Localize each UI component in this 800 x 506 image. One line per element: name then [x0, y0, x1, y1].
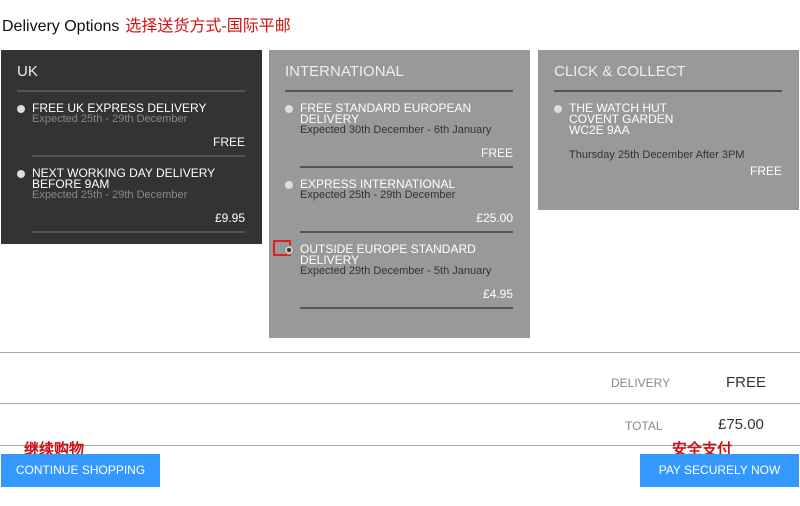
- delivery-option-selected[interactable]: OUTSIDE EUROPE STANDARD DELIVERY Expecte…: [273, 240, 513, 309]
- radio-button[interactable]: [17, 105, 25, 113]
- store-area: COVENT GARDEN: [569, 112, 674, 126]
- option-expected: Expected 25th - 29th December: [300, 189, 456, 201]
- option-price: FREE: [300, 146, 513, 168]
- page-title: Delivery Options 选择送货方式-国际平邮: [2, 12, 291, 36]
- option-name: FREE UK EXPRESS DELIVERY: [32, 101, 207, 115]
- delivery-label: DELIVERY: [611, 376, 671, 390]
- radio-button-selected[interactable]: [285, 246, 293, 254]
- store-postcode: WC2E 9AA: [569, 123, 630, 137]
- delivery-option[interactable]: FREE STANDARD EUROPEAN DELIVERY Expected…: [285, 101, 513, 168]
- option-expected: Expected 30th December - 6th January: [300, 124, 492, 136]
- divider: [0, 352, 800, 353]
- delivery-option[interactable]: FREE UK EXPRESS DELIVERY Expected 25th -…: [17, 101, 245, 157]
- option-price: £25.00: [300, 211, 513, 233]
- panel-title: INTERNATIONAL: [285, 50, 513, 92]
- radio-button[interactable]: [17, 170, 25, 178]
- option-expected: Thursday 25th December After 3PM: [569, 149, 745, 161]
- divider: [0, 403, 800, 404]
- store-name: THE WATCH HUT: [569, 101, 667, 115]
- panel-click-collect: CLICK & COLLECT THE WATCH HUT COVENT GAR…: [538, 50, 799, 210]
- title-text: Delivery Options: [2, 18, 120, 35]
- radio-button[interactable]: [285, 105, 293, 113]
- delivery-option[interactable]: EXPRESS INTERNATIONAL Expected 25th - 29…: [285, 177, 513, 233]
- delivery-option[interactable]: NEXT WORKING DAY DELIVERY BEFORE 9AM Exp…: [17, 166, 245, 233]
- pay-securely-button[interactable]: PAY SECURELY NOW: [640, 454, 799, 487]
- option-name: OUTSIDE EUROPE STANDARD DELIVERY: [300, 242, 476, 267]
- total-value: £75.00: [718, 416, 764, 433]
- panel-uk: UK FREE UK EXPRESS DELIVERY Expected 25t…: [1, 50, 262, 244]
- continue-annotation: 继续购物: [24, 441, 85, 458]
- option-price: £9.95: [32, 211, 245, 233]
- delivery-value: FREE: [726, 374, 767, 391]
- option-price: FREE: [749, 164, 782, 178]
- panel-title: UK: [17, 50, 245, 92]
- option-name: EXPRESS INTERNATIONAL: [300, 177, 456, 191]
- option-expected: Expected 25th - 29th December: [32, 189, 188, 201]
- option-price: £4.95: [300, 287, 513, 309]
- option-name: NEXT WORKING DAY DELIVERY BEFORE 9AM: [32, 166, 215, 191]
- option-name: FREE STANDARD EUROPEAN DELIVERY: [300, 101, 472, 126]
- option-price: FREE: [32, 135, 245, 157]
- divider: [0, 445, 800, 446]
- continue-shopping-button[interactable]: CONTINUE SHOPPING: [1, 454, 160, 487]
- title-annotation: 选择送货方式-国际平邮: [125, 18, 291, 35]
- radio-button[interactable]: [285, 181, 293, 189]
- total-label: TOTAL: [625, 419, 663, 433]
- pay-annotation: 安全支付: [672, 441, 733, 458]
- panel-title: CLICK & COLLECT: [554, 50, 782, 92]
- radio-button[interactable]: [554, 105, 562, 113]
- panel-international: INTERNATIONAL FREE STANDARD EUROPEAN DEL…: [269, 50, 530, 338]
- delivery-option[interactable]: THE WATCH HUT COVENT GARDEN WC2E 9AA Thu…: [554, 101, 782, 184]
- option-expected: Expected 25th - 29th December: [32, 113, 188, 125]
- option-expected: Expected 29th December - 5th January: [300, 265, 492, 277]
